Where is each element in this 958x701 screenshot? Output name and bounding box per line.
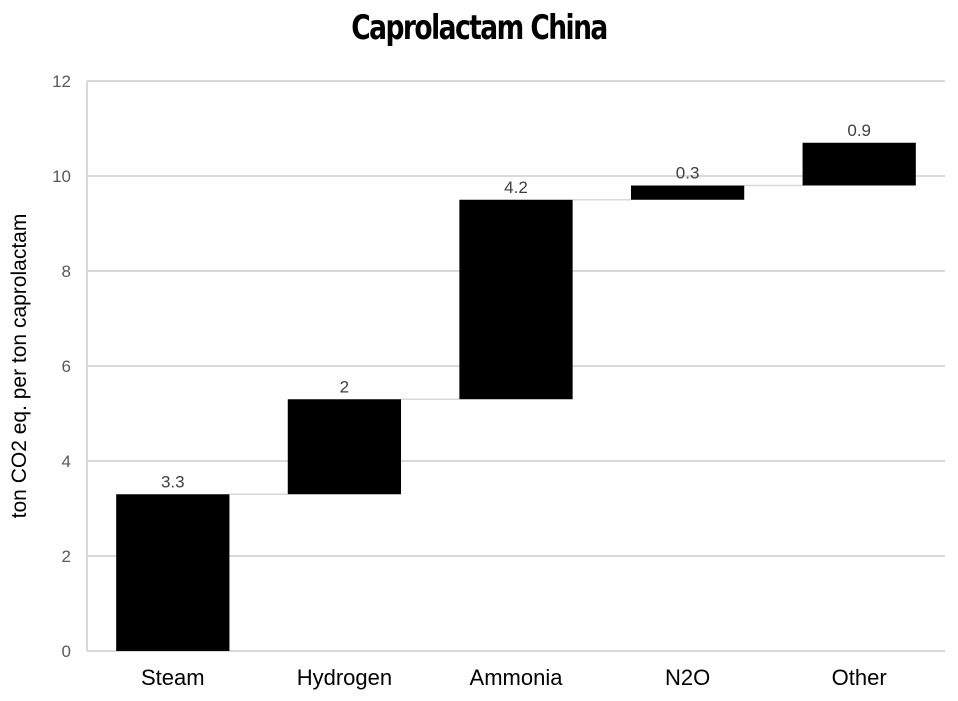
data-label-other: 0.9 — [847, 121, 871, 140]
category-label-n2o: N2O — [665, 665, 710, 690]
category-label-hydrogen: Hydrogen — [297, 665, 392, 690]
bar-hydrogen — [287, 399, 402, 495]
y-tick-label-0: 0 — [62, 642, 71, 661]
data-labels: 3.3 2 4.2 0.3 0.9 — [161, 121, 871, 492]
data-label-n2o: 0.3 — [676, 164, 700, 183]
bar-ammonia — [459, 199, 573, 400]
y-tick-label-12: 12 — [52, 72, 71, 91]
category-label-other: Other — [832, 665, 887, 690]
y-tick-labels: 0 2 4 6 8 10 12 — [52, 72, 71, 661]
data-label-hydrogen: 2 — [340, 377, 349, 396]
bars — [116, 142, 916, 651]
category-label-steam: Steam — [141, 665, 205, 690]
y-tick-label-6: 6 — [62, 357, 71, 376]
data-label-steam: 3.3 — [161, 472, 185, 491]
bar-steam — [116, 494, 230, 651]
y-tick-label-2: 2 — [62, 547, 71, 566]
gridlines — [86, 80, 945, 652]
category-label-ammonia: Ammonia — [470, 665, 564, 690]
data-label-ammonia: 4.2 — [504, 178, 528, 197]
y-tick-label-4: 4 — [62, 452, 71, 471]
y-tick-label-8: 8 — [62, 262, 71, 281]
chart-title: Caprolactam China — [351, 8, 608, 48]
bar-other — [802, 142, 916, 186]
y-tick-label-10: 10 — [52, 167, 71, 186]
bar-n2o — [630, 185, 745, 200]
connector-lines — [229, 184, 803, 495]
category-labels: Steam Hydrogen Ammonia N2O Other — [141, 665, 887, 690]
